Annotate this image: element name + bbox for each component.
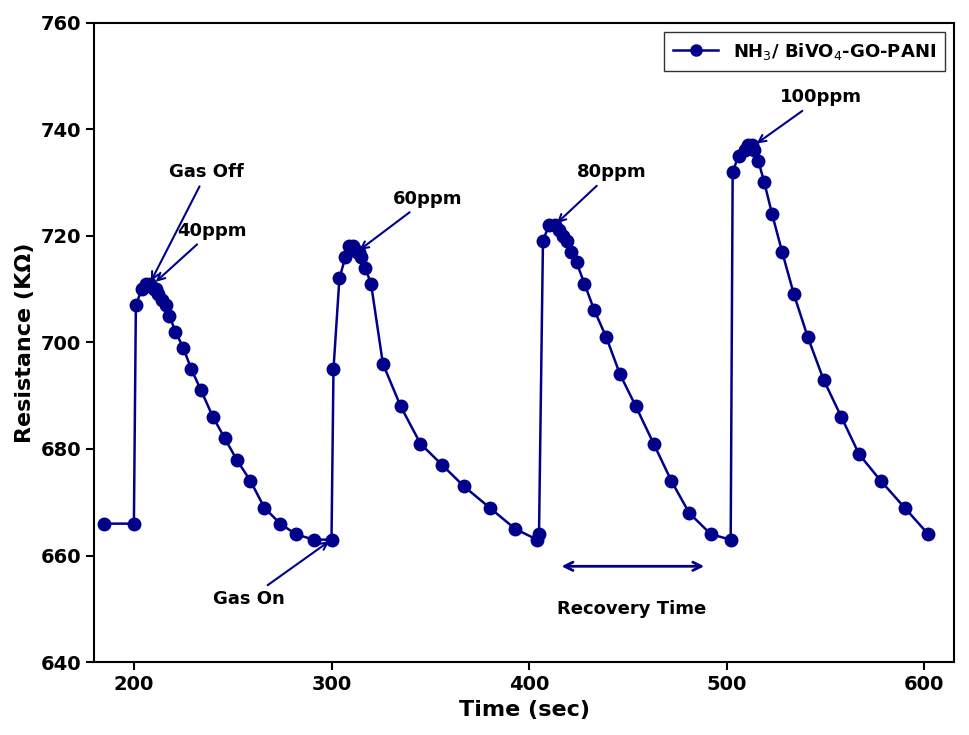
Text: 40ppm: 40ppm [157, 222, 247, 280]
Text: 80ppm: 80ppm [558, 163, 646, 221]
Text: 60ppm: 60ppm [361, 190, 462, 248]
Text: 100ppm: 100ppm [759, 88, 862, 142]
Text: Recovery Time: Recovery Time [557, 600, 706, 618]
X-axis label: Time (sec): Time (sec) [458, 700, 590, 720]
Y-axis label: Resistance (KΩ): Resistance (KΩ) [15, 243, 35, 442]
Legend: NH$_3$/ BiVO$_4$-GO-PANI: NH$_3$/ BiVO$_4$-GO-PANI [664, 32, 945, 71]
Text: Gas Off: Gas Off [152, 163, 244, 279]
Text: Gas On: Gas On [213, 542, 328, 608]
